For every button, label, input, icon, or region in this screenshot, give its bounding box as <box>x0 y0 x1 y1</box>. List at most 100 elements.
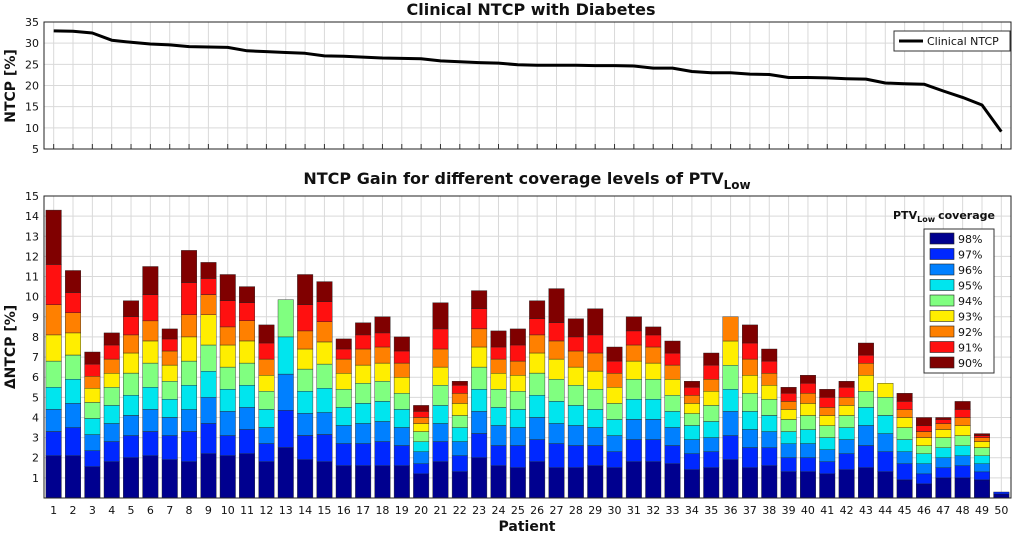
bottom-y-tick-label: 15 <box>25 190 39 203</box>
bar-segment <box>413 473 430 499</box>
bar-segment <box>490 389 507 408</box>
bar-segment <box>548 443 565 469</box>
legend-label: 90% <box>958 357 982 370</box>
bar-segment <box>490 373 507 390</box>
bar-segment <box>297 413 314 436</box>
bar-segment <box>123 457 140 499</box>
bar-segment <box>451 403 468 416</box>
legend-swatch <box>929 279 955 291</box>
bar-segment <box>587 409 604 428</box>
bar-segment <box>935 447 952 459</box>
patient-tick-label: 23 <box>472 504 486 517</box>
bar-segment <box>625 316 642 332</box>
bar-segment <box>84 376 101 389</box>
bottom-y-tick-label: 13 <box>25 230 39 243</box>
bar-segment <box>838 381 855 388</box>
bar-segment <box>722 316 739 342</box>
bar-segment <box>587 352 604 372</box>
bar-segment <box>993 493 1010 499</box>
bar-segment <box>722 340 739 366</box>
bar-segment <box>258 342 275 360</box>
bar-segment <box>123 373 140 396</box>
bar-segment <box>103 405 120 424</box>
bar-segment <box>200 262 217 279</box>
bar-segment <box>954 465 971 479</box>
bar-segment <box>142 362 159 388</box>
bar-segment <box>974 441 990 448</box>
bar-segment <box>761 431 778 448</box>
bar-segment <box>974 437 990 442</box>
bottom-y-tick-label: 5 <box>32 391 39 404</box>
bar-segment <box>200 371 217 398</box>
bar-segment <box>200 344 217 372</box>
bar-segment <box>858 354 874 364</box>
bar-segment <box>219 366 236 390</box>
bar-segment <box>258 358 275 376</box>
patient-tick-label: 15 <box>317 504 331 517</box>
bar-segment <box>297 368 314 392</box>
bar-segment <box>800 457 816 473</box>
patient-tick-label: 41 <box>820 504 834 517</box>
top-y-tick-label: 20 <box>25 80 39 93</box>
bottom-y-tick-label: 12 <box>25 250 39 263</box>
patient-tick-label: 45 <box>898 504 912 517</box>
bar-segment <box>703 451 720 469</box>
bar-segment <box>45 209 62 265</box>
bar-segment <box>974 471 990 481</box>
bar-segment <box>916 445 932 455</box>
bar-segment <box>896 463 913 481</box>
bar-segment <box>393 465 410 499</box>
bar-segment <box>471 389 488 412</box>
bar-segment <box>161 364 178 382</box>
patient-tick-label: 35 <box>704 504 718 517</box>
bar-segment <box>335 389 352 408</box>
bar-segment <box>374 316 391 334</box>
bar-segment <box>761 465 778 499</box>
bar-segment <box>645 379 662 400</box>
bar-segment <box>471 328 488 348</box>
bar-segment <box>200 397 217 424</box>
bar-segment <box>374 332 391 348</box>
bar-segment <box>219 435 236 456</box>
bar-segment <box>529 334 546 354</box>
patient-tick-label: 8 <box>186 504 193 517</box>
bar-segment <box>84 402 101 419</box>
bar-segment <box>954 477 971 499</box>
bar-segment <box>451 455 468 473</box>
bar-segment <box>142 387 159 410</box>
bar-segment <box>277 299 294 338</box>
bar-segment <box>374 441 391 467</box>
legend-label: 93% <box>958 311 982 324</box>
top-y-tick-label: 35 <box>25 16 39 29</box>
bar-segment <box>65 427 82 456</box>
patient-tick-label: 29 <box>588 504 602 517</box>
bar-segment <box>471 346 488 368</box>
bar-segment <box>954 417 971 426</box>
bar-segment <box>780 443 797 458</box>
bar-segment <box>471 457 488 499</box>
bar-segment <box>297 304 314 332</box>
bar-segment <box>393 393 410 410</box>
bar-segment <box>239 407 256 430</box>
bar-segment <box>413 423 430 432</box>
bar-segment <box>200 453 217 499</box>
bar-segment <box>529 395 546 418</box>
bar-segment <box>65 312 82 334</box>
bar-segment <box>896 451 913 465</box>
bar-segment <box>142 455 159 499</box>
patient-tick-label: 17 <box>356 504 370 517</box>
bar-segment <box>45 334 62 362</box>
bar-segment <box>181 250 198 283</box>
bar-segment <box>819 389 836 398</box>
bar-segment <box>567 425 584 446</box>
bar-segment <box>509 344 526 362</box>
bar-segment <box>258 375 275 392</box>
bar-segment <box>239 320 256 342</box>
bar-segment <box>935 423 952 430</box>
patient-tick-label: 18 <box>375 504 389 517</box>
top-plot-frame <box>43 21 1012 150</box>
patient-tick-label: 48 <box>956 504 970 517</box>
bar-segment <box>471 308 488 330</box>
patient-tick-label: 2 <box>70 504 77 517</box>
legend-label: 96% <box>958 264 982 277</box>
